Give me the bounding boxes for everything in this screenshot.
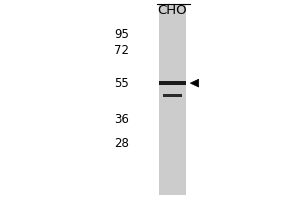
Bar (159, 5, 186, 195)
Bar (163, 94, 182, 97)
Polygon shape (190, 79, 199, 87)
Text: 28: 28 (114, 137, 129, 150)
Text: CHO: CHO (158, 4, 187, 17)
Text: 55: 55 (114, 77, 129, 90)
Text: 72: 72 (114, 44, 129, 57)
Bar (159, 81, 186, 85)
Text: 36: 36 (114, 113, 129, 126)
Text: 95: 95 (114, 28, 129, 41)
